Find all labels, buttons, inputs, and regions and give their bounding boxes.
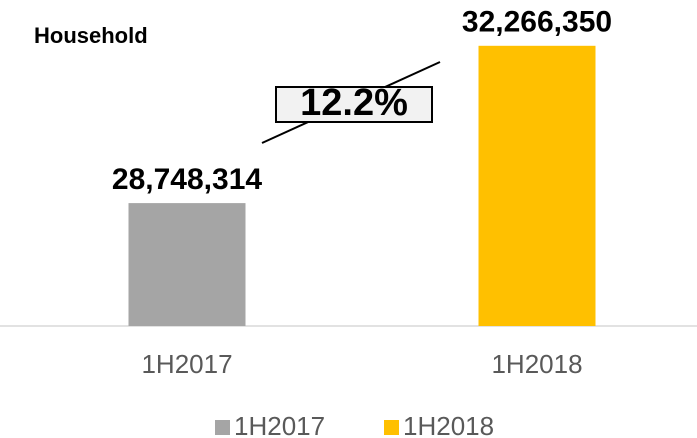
annotation: 12.2%: [300, 82, 408, 124]
x-tick-label: 1H2017: [141, 349, 232, 379]
data-label: 32,266,350: [462, 6, 612, 39]
legend-swatch: [384, 420, 399, 435]
annotation-box: [275, 86, 433, 123]
chart-title: Household: [34, 23, 148, 48]
data-label: 28,748,314: [112, 163, 262, 196]
bar: [128, 203, 246, 326]
legend-label: 1H2018: [403, 411, 494, 438]
legend-label: 1H2017: [234, 411, 325, 438]
legend-swatch: [215, 420, 230, 435]
x-tick-label: 1H2018: [491, 349, 582, 379]
bar: [478, 45, 596, 327]
